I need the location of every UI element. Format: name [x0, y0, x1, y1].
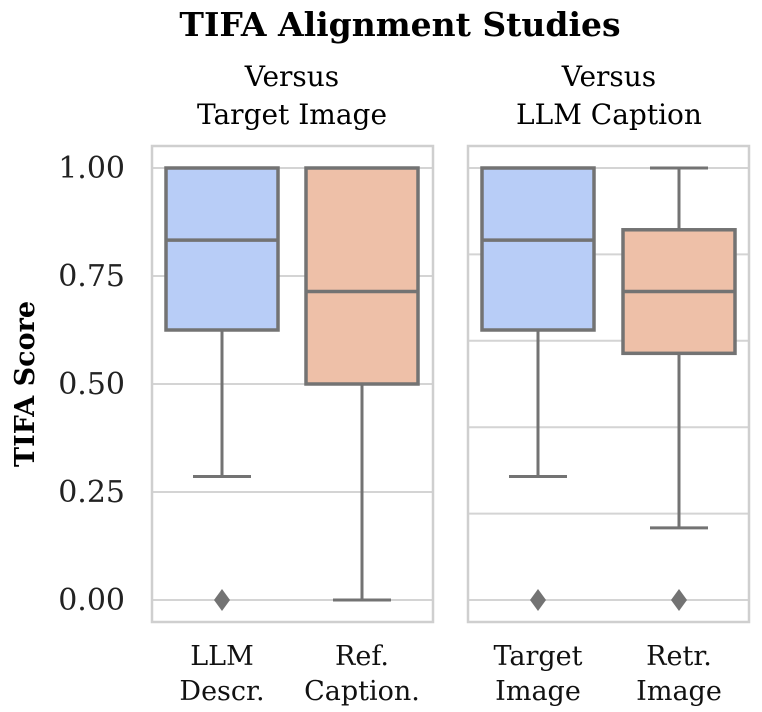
panel-subtitle-line-1: Versus	[244, 60, 339, 93]
y-tick-label: 0.00	[58, 583, 125, 618]
chart-title: TIFA Alignment Studies	[179, 5, 620, 44]
panel-versus-target-image: Versus Target Image LLM Descr. Ref. Capt…	[150, 60, 435, 707]
x-tick-label-line-2: Image	[636, 676, 722, 707]
y-tick-label: 1.00	[58, 151, 125, 186]
iqr-box	[304, 166, 420, 386]
x-tick-label-line-2: Descr.	[179, 676, 264, 707]
x-tick-label-line-1: LLM	[190, 641, 254, 672]
y-tick-label: 0.25	[58, 475, 125, 510]
x-tick-label-line-1: Ref.	[335, 641, 389, 672]
x-tick-label-line-1: Retr.	[646, 641, 712, 672]
outlier-point	[530, 589, 546, 611]
x-tick-label-line-1: Target	[493, 641, 582, 672]
y-tick-label: 0.75	[58, 259, 125, 294]
y-tick-label: 0.50	[58, 367, 125, 402]
iqr-box	[164, 166, 280, 332]
panel-frame	[466, 144, 751, 624]
box-plot-0	[480, 166, 596, 611]
panel-versus-llm-caption: Versus LLM Caption Target Image Retr. Im…	[466, 60, 751, 707]
panel-subtitle-line-2: LLM Caption	[516, 98, 702, 131]
outlier-point	[214, 589, 230, 611]
outlier-point	[671, 589, 687, 611]
box-plot-1	[621, 166, 737, 611]
box-plot-0	[164, 166, 280, 611]
panel-subtitle-line-2: Target Image	[197, 98, 387, 131]
y-tick-labels: 0.00 0.25 0.50 0.75 1.00	[58, 151, 125, 618]
iqr-box	[480, 166, 596, 332]
y-axis-label: TIFA Score	[10, 301, 41, 467]
panel-frame	[150, 144, 435, 624]
x-tick-label-line-2: Caption.	[304, 676, 420, 707]
panel-subtitle-line-1: Versus	[561, 60, 656, 93]
box-plot-1	[304, 166, 420, 602]
x-tick-label-line-2: Image	[495, 676, 581, 707]
